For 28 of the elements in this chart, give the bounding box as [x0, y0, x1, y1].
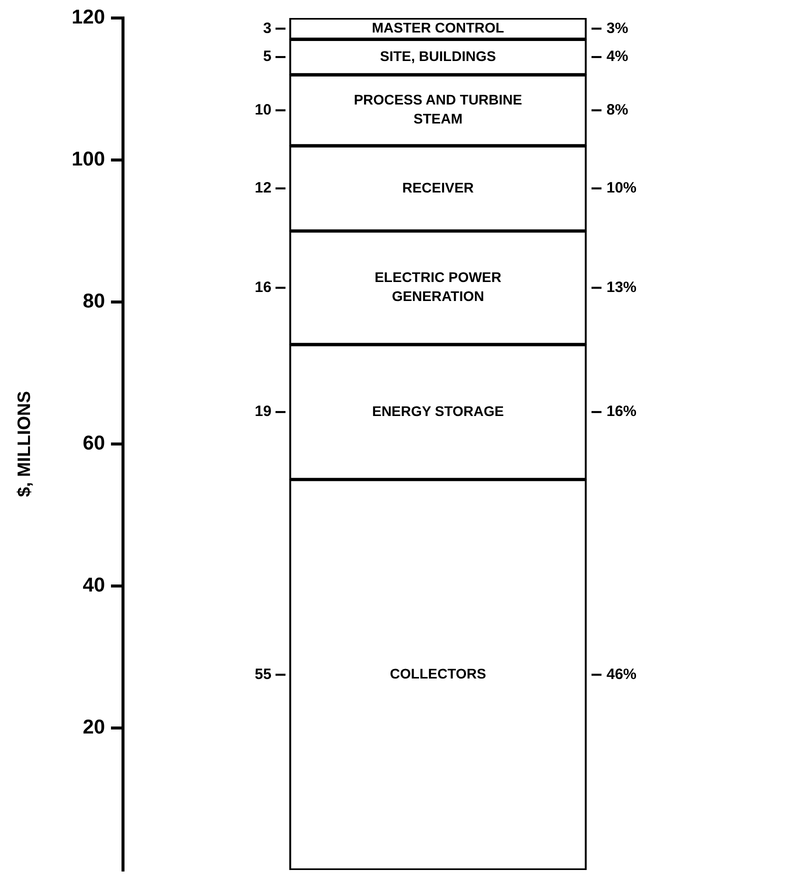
y-tick-label: 120 — [72, 6, 105, 29]
data-label: 3 — [263, 20, 272, 37]
y-tick-label: 100 — [72, 148, 105, 171]
data-label: 55 — [254, 666, 272, 683]
series-label: COLLECTORS — [390, 666, 486, 682]
series-label: MASTER CONTROL — [372, 20, 505, 36]
series-label: RECEIVER — [402, 179, 474, 196]
series-label: ENERGY STORAGE — [372, 402, 504, 419]
text: 8% — [606, 101, 628, 118]
data-label: 5 — [263, 48, 272, 66]
y-axis-title: $, MILLIONS — [14, 390, 34, 498]
y-tick-label: 20 — [82, 716, 105, 739]
text: 16% — [606, 403, 637, 420]
text: 10% — [606, 180, 637, 197]
text: 13% — [606, 278, 637, 296]
text: 4% — [606, 48, 628, 66]
data-label: 19 — [254, 403, 272, 420]
data-label: 16 — [254, 278, 272, 296]
data-label: 12 — [254, 180, 272, 197]
data-label: 10 — [254, 101, 272, 118]
y-tick-label: 60 — [82, 432, 105, 455]
text: 3% — [606, 20, 628, 37]
series-label: ELECTRIC POWER GENERATION — [374, 269, 502, 304]
text: 46% — [606, 666, 637, 683]
series-label: SITE, BUILDINGS — [380, 48, 496, 64]
series-label: PROCESS AND TURBINE STEAM — [354, 92, 522, 127]
y-tick-label: 40 — [82, 574, 105, 597]
y-tick-label: 80 — [82, 290, 105, 313]
